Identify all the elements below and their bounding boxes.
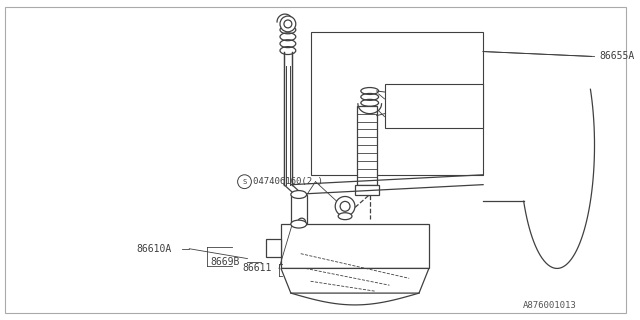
Bar	[385, 84, 483, 128]
Bar	[357, 106, 376, 185]
Text: 86655A: 86655A	[600, 52, 635, 61]
Circle shape	[298, 218, 306, 226]
Ellipse shape	[291, 191, 307, 198]
Text: 86610A: 86610A	[136, 244, 172, 254]
Text: S: S	[243, 179, 246, 185]
Text: 86611: 86611	[243, 263, 272, 274]
Text: 047406160(2 ): 047406160(2 )	[253, 177, 323, 186]
Circle shape	[237, 175, 252, 188]
Bar	[355, 185, 379, 195]
Bar	[281, 224, 429, 268]
Bar	[291, 195, 307, 224]
Text: 8669B: 8669B	[210, 257, 239, 267]
Circle shape	[335, 196, 355, 216]
Bar	[310, 32, 483, 175]
Text: 86615: 86615	[389, 94, 419, 104]
Polygon shape	[281, 268, 429, 293]
Text: 86615A: 86615A	[389, 112, 425, 122]
Text: A876001013: A876001013	[522, 301, 576, 310]
Circle shape	[280, 16, 296, 32]
Ellipse shape	[291, 220, 307, 228]
Ellipse shape	[338, 213, 352, 220]
Bar	[266, 239, 281, 257]
